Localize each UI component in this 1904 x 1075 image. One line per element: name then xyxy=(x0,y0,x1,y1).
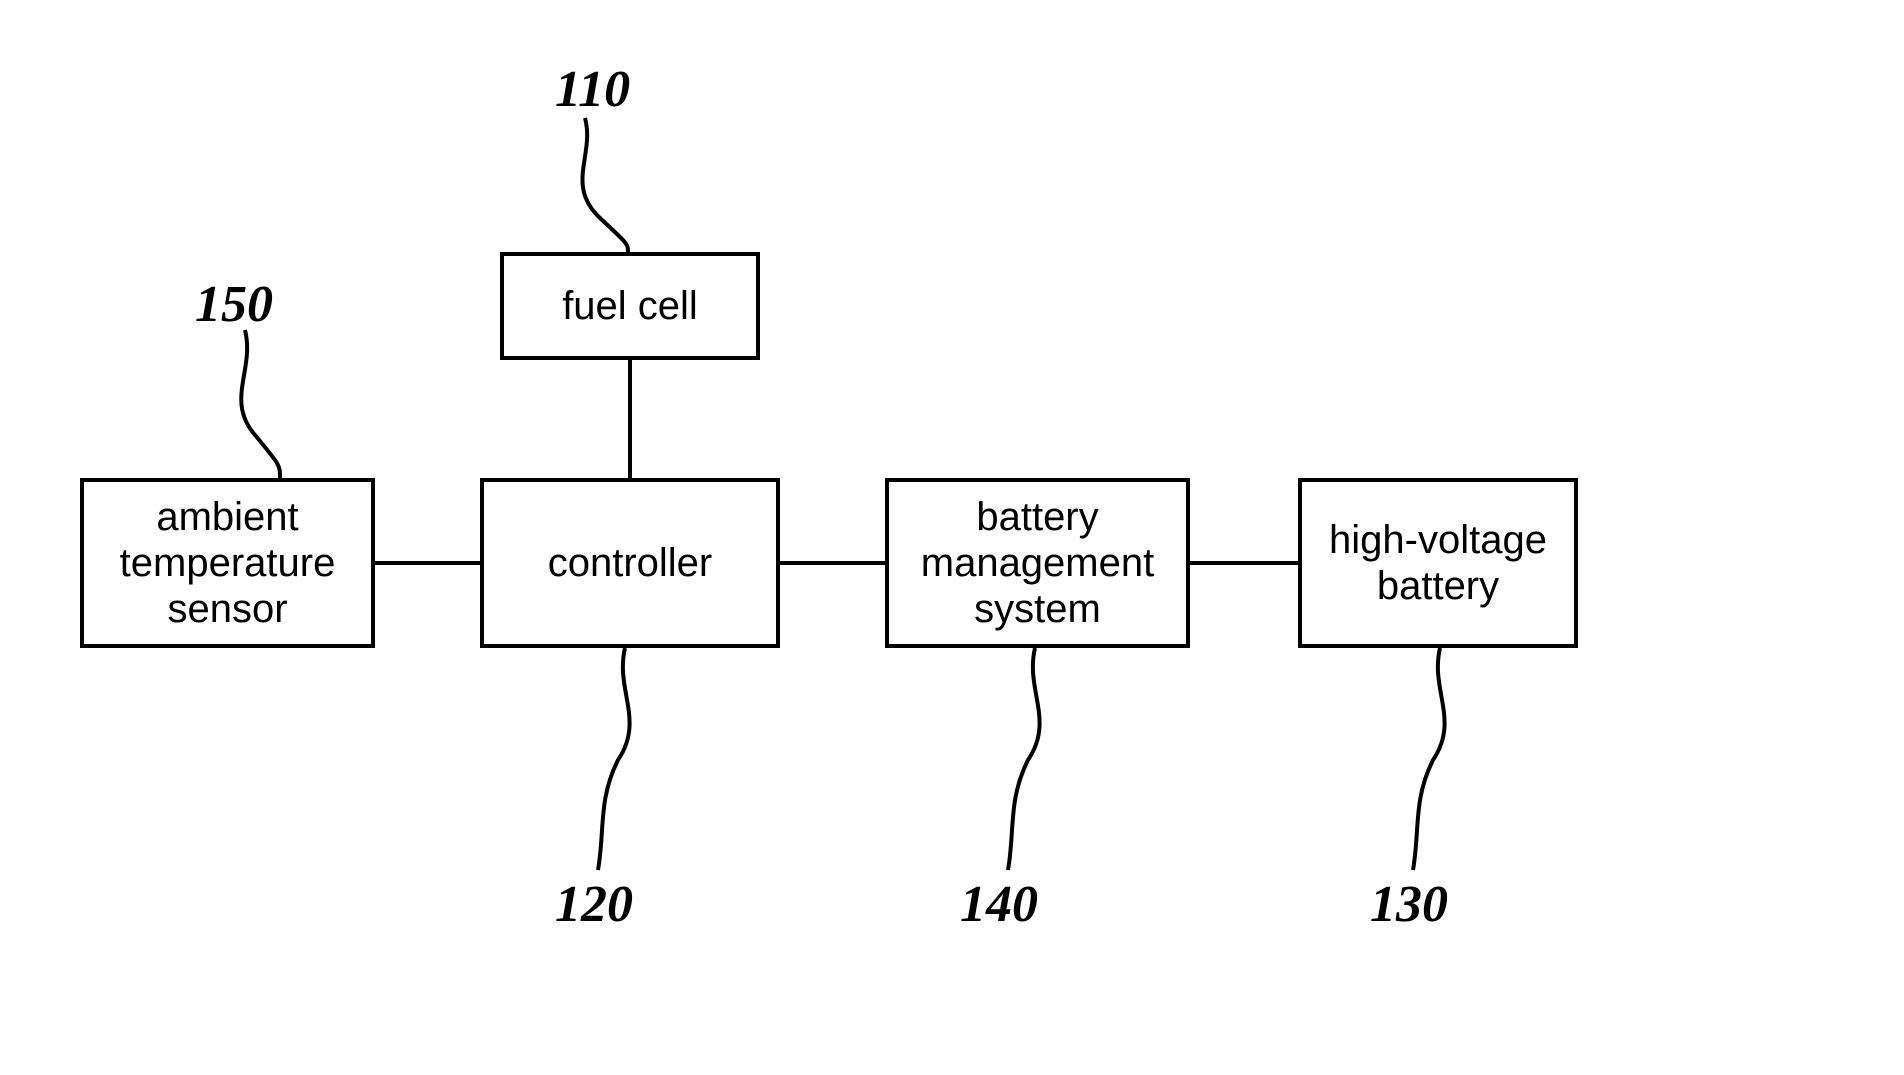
ref-130: 130 xyxy=(1370,875,1448,934)
ref-150: 150 xyxy=(195,275,273,334)
lead-130 xyxy=(0,0,1904,1075)
ref-120: 120 xyxy=(555,875,633,934)
ref-110: 110 xyxy=(555,60,630,119)
ref-140: 140 xyxy=(960,875,1038,934)
lead-path xyxy=(1413,648,1445,870)
diagram-canvas: fuel cell ambienttemperaturesensor contr… xyxy=(0,0,1904,1075)
